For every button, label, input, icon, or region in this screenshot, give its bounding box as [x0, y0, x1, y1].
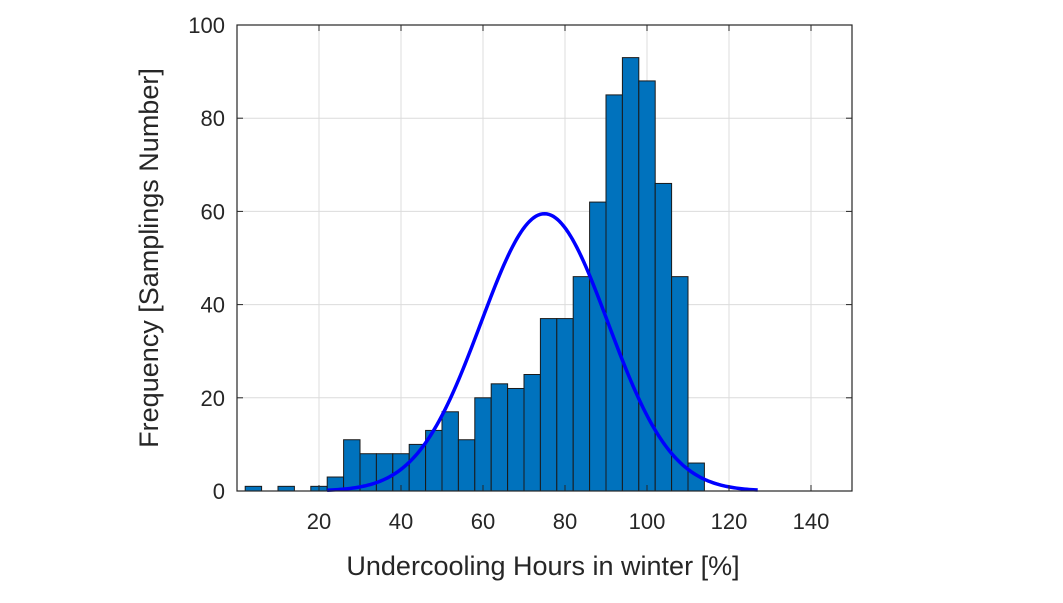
x-tick-label: 100 [629, 509, 666, 534]
y-tick-label: 100 [188, 13, 225, 38]
histogram-bar [621, 57, 640, 492]
y-tick-label: 0 [213, 479, 225, 504]
histogram-bar [375, 453, 394, 492]
curve-layer [327, 211, 758, 492]
histogram-bar [507, 387, 525, 492]
histogram-bar [244, 485, 263, 492]
y-axis-title: Frequency [Samplings Number] [134, 68, 164, 448]
histogram-bar [457, 439, 476, 492]
histogram-bar [556, 318, 574, 492]
x-tick-label: 140 [793, 509, 830, 534]
histogram-bar [474, 397, 492, 492]
histogram-bar [490, 383, 509, 492]
y-tick-label: 40 [201, 293, 225, 318]
histogram-bar [277, 485, 295, 492]
y-tick-label: 60 [201, 199, 225, 224]
histogram-bar [572, 276, 591, 492]
histogram-bar [589, 201, 607, 492]
histogram-bar [523, 374, 541, 492]
axes-box [236, 24, 853, 492]
bars-layer [244, 57, 705, 492]
x-tick-label: 40 [389, 509, 413, 534]
x-tick-label: 120 [711, 509, 748, 534]
histogram-bar [343, 439, 361, 492]
y-tick-label: 20 [201, 386, 225, 411]
ticks-layer: 20 40 60 80 100 120 140 0 20 40 60 80 100 [188, 13, 852, 534]
x-tick-label: 60 [471, 509, 495, 534]
histogram-bar [605, 94, 623, 492]
histogram-bar [441, 411, 459, 492]
fitted-curve [327, 211, 758, 492]
histogram-bar [539, 318, 558, 492]
x-tick-label: 80 [553, 509, 577, 534]
histogram-bar [638, 80, 656, 492]
x-axis-title: Undercooling Hours in winter [%] [346, 551, 739, 581]
y-tick-label: 80 [201, 106, 225, 131]
axes-layer [236, 24, 853, 492]
x-tick-label: 20 [307, 509, 331, 534]
